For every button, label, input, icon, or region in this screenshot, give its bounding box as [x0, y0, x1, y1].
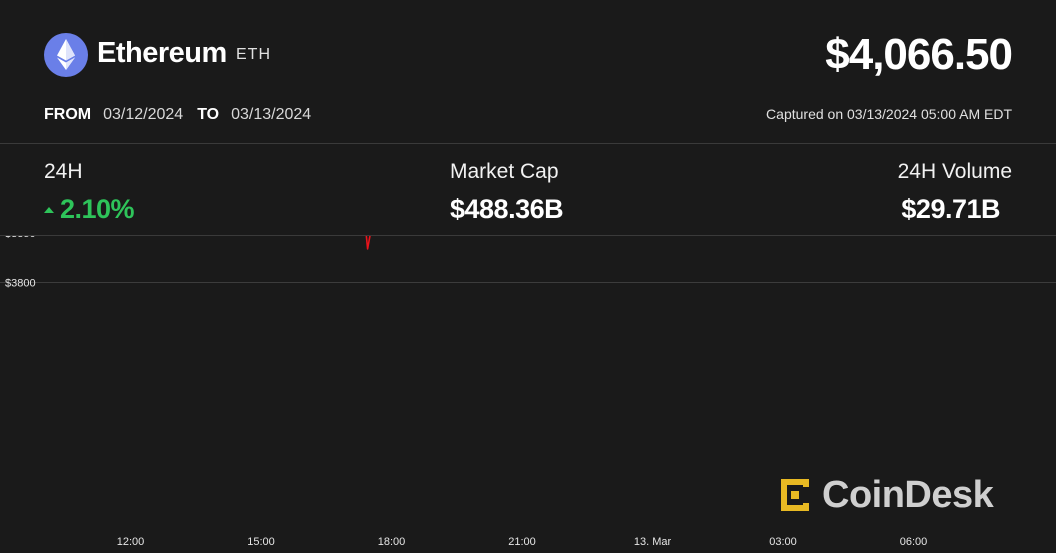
captured-timestamp: Captured on 03/13/2024 05:00 AM EDT: [766, 106, 1012, 122]
x-tick-label: 06:00: [900, 536, 928, 548]
header-divider: [0, 143, 1056, 144]
volume-label: 24H Volume: [897, 160, 1012, 183]
coindesk-watermark: CoinDesk: [776, 474, 1016, 516]
to-date: 03/13/2024: [231, 106, 312, 123]
coin-symbol: ETH: [236, 46, 271, 63]
watermark-text: CoinDesk: [822, 473, 994, 516]
x-tick-label: 13. Mar: [634, 536, 672, 548]
coindesk-icon: [781, 479, 809, 511]
price-series-line: [365, 236, 371, 250]
from-date: 03/12/2024: [103, 106, 184, 123]
x-tick-label: 12:00: [117, 536, 145, 548]
y-tick-label: $3850: [5, 236, 36, 240]
change-label: 24H: [44, 160, 83, 183]
change-value: 2.10%: [44, 194, 135, 225]
y-tick-label: $3800: [5, 278, 36, 290]
volume-value: $29.71B: [901, 194, 1000, 224]
current-price: $4,066.50: [825, 30, 1013, 79]
market-cap-label: Market Cap: [450, 160, 559, 183]
x-tick-label: 18:00: [378, 536, 406, 548]
market-cap-value: $488.36B: [450, 194, 564, 224]
stats-divider: [0, 235, 1056, 236]
coin-name: Ethereum: [97, 37, 227, 69]
x-tick-label: 21:00: [508, 536, 536, 548]
up-arrow-icon: [44, 206, 54, 213]
from-label: FROM: [44, 106, 92, 123]
x-tick-label: 15:00: [247, 536, 275, 548]
to-label: TO: [197, 106, 220, 123]
date-range: FROM 03/12/2024 TO 03/13/2024: [44, 106, 325, 124]
change-percent: 2.10%: [60, 194, 135, 224]
ethereum-icon: [44, 33, 88, 77]
price-chart: $3800$3850$3900$3950$4000$405012:0015:00…: [0, 236, 1056, 548]
x-tick-label: 03:00: [769, 536, 797, 548]
